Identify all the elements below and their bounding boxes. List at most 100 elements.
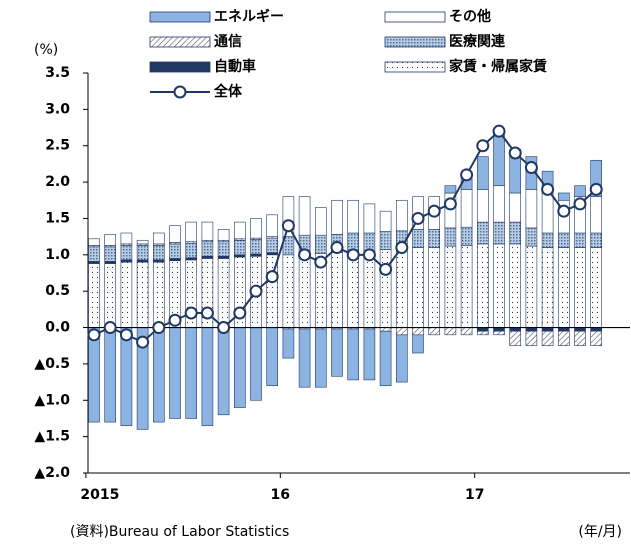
bar-segment [493,185,505,223]
line-marker [233,306,247,320]
bar-segment [444,327,457,336]
bar-segment [234,327,246,408]
bar-segment [460,245,473,328]
bar-segment [201,241,214,257]
bar-segment [525,227,538,247]
bar-segment [557,232,570,248]
x-tick-label: 2015 [80,487,119,503]
bar-segment [493,221,505,245]
bar-segment [363,250,376,328]
bar-segment [541,232,554,248]
legend-swatch [384,36,446,48]
line-marker [427,204,441,218]
bar-segment [428,247,441,328]
line-marker [346,248,360,262]
bar-segment [314,234,327,254]
bar-segment [185,242,197,259]
bar-segment [476,330,489,336]
bar-segment [217,229,230,241]
legend-label: 全体 [213,83,243,100]
line-marker [573,197,587,211]
line-marker [200,306,214,320]
bar-segment [525,189,538,229]
bar-segment [557,330,570,347]
bar-segment [104,327,116,423]
bar-segment [444,227,457,247]
line-marker [589,182,603,196]
y-tick-label: 1.5 [45,210,70,226]
bar-segment [460,189,473,228]
y-tick-label: 2.5 [45,138,70,154]
line-marker [87,328,101,342]
bar-segment [493,330,505,336]
x-tick-label: 16 [271,487,290,503]
bar-segment [153,245,165,261]
y-tick-label: ▲1.0 [34,392,70,408]
bar-segment [120,259,133,263]
bar-segment [379,231,392,251]
bar-segment [379,210,392,232]
bar-segment [234,239,246,256]
bar-segment [298,328,311,388]
line-marker [265,270,279,284]
legend-label: 家賃・帰属家賃 [449,58,547,75]
bar-segment [428,229,441,248]
bar-segment [88,327,100,423]
line-marker [168,313,182,327]
legend-swatch [384,61,446,73]
bar-segment [574,330,586,347]
bar-segment [509,330,522,347]
line-marker [249,284,263,298]
bar-segment [525,245,538,328]
legend-label: 医療関連 [449,33,506,50]
bar-segment [476,156,489,190]
line-marker [330,241,344,255]
bar-segment [509,221,522,245]
line-marker [184,306,198,320]
y-tick-label: 3.5 [45,65,70,81]
line-marker [152,321,166,335]
bar-segment [363,203,376,234]
bar-segment [88,238,100,246]
bar-segment [88,261,100,264]
bar-segment [250,253,262,257]
bar-segment [363,328,376,381]
bar-segment [250,218,262,239]
bar-segment [314,328,327,388]
bar-segment [169,225,181,243]
legend-label: その他 [449,8,491,25]
source: (資料)Bureau of Labor Statistics [70,524,289,540]
bar-segment [266,237,279,253]
bar-segment [298,196,311,236]
legend-swatch [149,61,211,73]
line-marker [281,219,295,233]
bar-segment [412,247,424,328]
line-marker [411,211,425,225]
bar-segment [314,207,327,236]
bar-segment [136,261,149,328]
bar-segment [509,192,522,223]
line-marker [314,255,328,269]
y-tick-label: 1.0 [45,247,70,263]
bar-segment [153,327,165,423]
bar-segment [217,327,230,416]
bar-segment [120,232,133,245]
bar-segment [574,185,586,197]
bar-segment [444,245,457,328]
line-marker [541,182,555,196]
line-marker [103,321,117,335]
bar-segment [412,229,424,248]
bar-segment [250,239,262,255]
bar-segment [444,185,457,194]
bar-segment [590,159,603,197]
bar-segment [509,243,522,328]
line-marker [524,161,538,175]
line-marker [492,124,506,138]
bar-segment [234,221,246,240]
x-unit: (年/月) [578,524,622,540]
bar-segment [136,239,149,245]
bar-segment [104,263,116,328]
bar-segment [185,327,197,419]
bar-segment [88,246,100,262]
